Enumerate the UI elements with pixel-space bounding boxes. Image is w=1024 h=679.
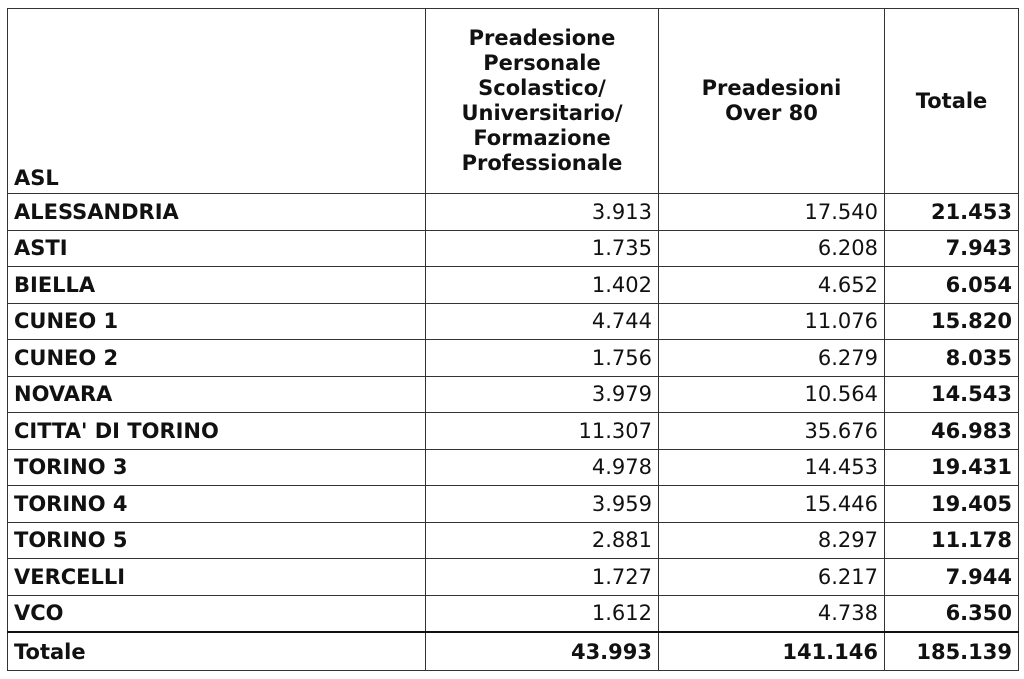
header-line: Over 80 (725, 101, 818, 125)
header-line: Personale (483, 51, 601, 75)
cell-value: 11.076 (658, 302, 885, 340)
asl-name: CITTA' DI TORINO (7, 412, 426, 450)
header-row: ASL Preadesione Personale Scolastico/Univer… (7, 8, 1019, 194)
cell-value: 1.402 (425, 266, 659, 304)
cell-value: 8.035 (884, 339, 1019, 377)
cell-value: 19.405 (884, 485, 1019, 523)
table-row: VCO 1.612 4.738 6.350 (7, 594, 1019, 633)
table-row: CUNEO 1 4.744 11.076 15.820 (7, 302, 1019, 340)
cell-value: 1.735 (425, 229, 659, 267)
header-line: Preadesione (468, 26, 616, 50)
asl-name: NOVARA (7, 375, 426, 413)
cell-value: 1.756 (425, 339, 659, 377)
table-row: TORINO 5 2.881 8.297 11.178 (7, 521, 1019, 559)
cell-value: 19.431 (884, 448, 1019, 486)
data-table: ASL Preadesione Personale Scolastico/Univer… (7, 8, 1019, 671)
cell-value: 7.944 (884, 558, 1019, 596)
cell-value: 4.978 (425, 448, 659, 486)
asl-name: ALESSANDRIA (7, 193, 426, 231)
cell-value: 6.054 (884, 266, 1019, 304)
asl-name: TORINO 5 (7, 521, 426, 559)
cell-value: 14.543 (884, 375, 1019, 413)
total-label: Totale (7, 631, 426, 671)
asl-name: TORINO 4 (7, 485, 426, 523)
table-row: TORINO 4 3.959 15.446 19.405 (7, 485, 1019, 523)
cell-value: 6.279 (658, 339, 885, 377)
header-line: ASL (14, 166, 59, 190)
cell-value: 10.564 (658, 375, 885, 413)
cell-value: 3.913 (425, 193, 659, 231)
table-body: ALESSANDRIA 3.913 17.540 21.453 ASTI 1.735 6.2… (7, 193, 1019, 671)
cell-value: 4.738 (658, 594, 885, 633)
column-header: ASL (7, 8, 426, 194)
asl-name: BIELLA (7, 266, 426, 304)
cell-value: 35.676 (658, 412, 885, 450)
cell-value: 6.350 (884, 594, 1019, 633)
cell-value: 11.178 (884, 521, 1019, 559)
cell-value: 4.652 (658, 266, 885, 304)
header-line: Formazione (473, 126, 611, 150)
asl-name: CUNEO 1 (7, 302, 426, 340)
cell-value: 3.979 (425, 375, 659, 413)
total-value: 43.993 (425, 631, 659, 671)
total-value: 141.146 (658, 631, 885, 671)
header-line: Totale (915, 88, 988, 113)
table-row: BIELLA 1.402 4.652 6.054 (7, 266, 1019, 304)
column-header: Preadesioni Over 80 (658, 8, 885, 194)
table-row: ALESSANDRIA 3.913 17.540 21.453 (7, 193, 1019, 231)
cell-value: 17.540 (658, 193, 885, 231)
cell-value: 3.959 (425, 485, 659, 523)
column-header: Totale (884, 8, 1019, 194)
cell-value: 6.217 (658, 558, 885, 596)
header-line: Preadesioni (701, 76, 842, 100)
cell-value: 1.727 (425, 558, 659, 596)
table-row: TORINO 3 4.978 14.453 19.431 (7, 448, 1019, 486)
cell-value: 8.297 (658, 521, 885, 559)
asl-name: ASTI (7, 229, 426, 267)
table-row: VERCELLI 1.727 6.217 7.944 (7, 558, 1019, 596)
table-row: CUNEO 2 1.756 6.279 8.035 (7, 339, 1019, 377)
cell-value: 15.820 (884, 302, 1019, 340)
column-header: Preadesione Personale Scolastico/Universit… (425, 8, 659, 194)
header-line: Universitario/ (461, 101, 623, 125)
cell-value: 2.881 (425, 521, 659, 559)
cell-value: 6.208 (658, 229, 885, 267)
total-row: Totale 43.993 141.146 185.139 (7, 631, 1019, 671)
table-row: NOVARA 3.979 10.564 14.543 (7, 375, 1019, 413)
asl-name: CUNEO 2 (7, 339, 426, 377)
cell-value: 7.943 (884, 229, 1019, 267)
table-row: ASTI 1.735 6.208 7.943 (7, 229, 1019, 267)
cell-value: 1.612 (425, 594, 659, 633)
asl-name: VERCELLI (7, 558, 426, 596)
header-line: Scolastico/ (478, 76, 606, 100)
cell-value: 46.983 (884, 412, 1019, 450)
cell-value: 15.446 (658, 485, 885, 523)
asl-name: TORINO 3 (7, 448, 426, 486)
total-value: 185.139 (884, 631, 1019, 671)
cell-value: 21.453 (884, 193, 1019, 231)
cell-value: 11.307 (425, 412, 659, 450)
table-row: CITTA' DI TORINO 11.307 35.676 46.983 (7, 412, 1019, 450)
cell-value: 4.744 (425, 302, 659, 340)
header-line: Professionale (461, 151, 623, 175)
asl-name: VCO (7, 594, 426, 633)
cell-value: 14.453 (658, 448, 885, 486)
